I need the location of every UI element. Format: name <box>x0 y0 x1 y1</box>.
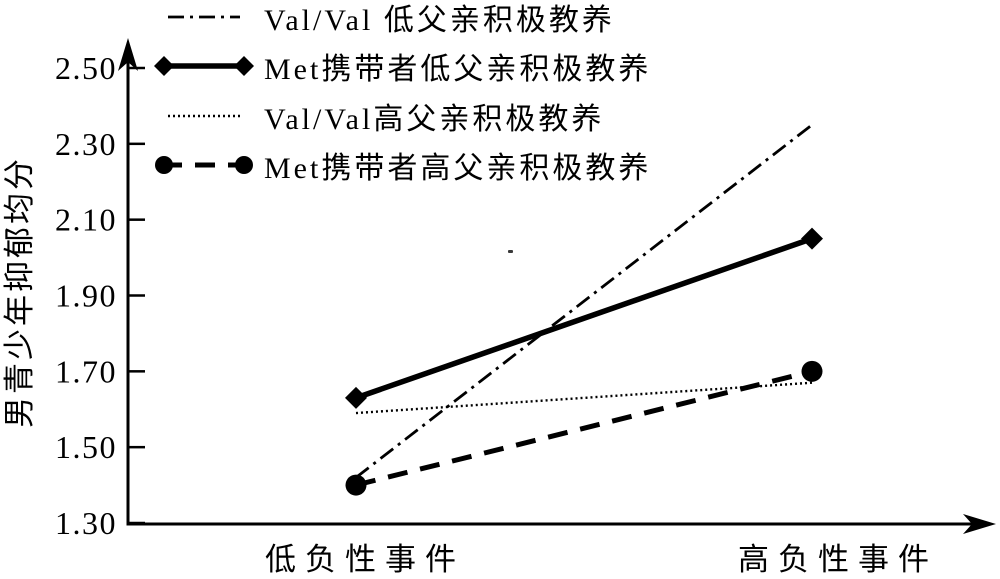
y-tick-label: 1.50 <box>55 429 117 465</box>
legend-sample-dashdot <box>168 15 240 19</box>
series-line-dashdot <box>355 123 813 479</box>
legend-label: Met携带者低父亲积极教养 <box>264 53 652 87</box>
circle-marker <box>345 474 367 496</box>
y-tick-label: 2.50 <box>55 50 117 86</box>
diamond-marker <box>154 56 174 77</box>
y-axis-title: 男青少年抑郁均分 <box>2 156 37 428</box>
legend-sample-solid <box>154 56 254 77</box>
y-tick-label: 1.70 <box>55 353 117 389</box>
diamond-marker <box>234 56 254 77</box>
legend-label: Met携带者高父亲积极教养 <box>264 152 652 186</box>
scan-artifact-speck <box>508 250 513 253</box>
y-tick-label: 1.30 <box>55 505 117 541</box>
y-tick-label: 2.10 <box>55 202 117 238</box>
x-category-label: 低负性事件 <box>265 542 465 577</box>
circle-marker <box>235 156 253 175</box>
legend-label: Val/Val 低父亲积极教养 <box>264 3 615 37</box>
y-axis-arrow <box>118 38 138 71</box>
series-line-dashed <box>355 368 813 488</box>
diamond-marker <box>801 227 823 250</box>
x-category-label: 高负性事件 <box>738 542 938 577</box>
diamond-marker <box>345 386 367 409</box>
legend-sample-dashed <box>155 156 253 175</box>
circle-marker <box>801 360 823 382</box>
series-line-solid <box>355 236 813 401</box>
x-axis-arrow <box>963 514 996 534</box>
y-tick-label: 1.90 <box>55 278 117 314</box>
circle-marker <box>155 156 173 175</box>
y-tick-label: 2.30 <box>55 126 117 162</box>
legend-item: Val/Val高父亲积极教养 <box>152 91 651 141</box>
legend-label: Val/Val高父亲积极教养 <box>264 102 605 136</box>
legend-item: Val/Val 低父亲积极教养 <box>152 0 651 42</box>
legend-item: Met携带者高父亲积极教养 <box>152 141 651 191</box>
legend-sample-dotted <box>168 114 240 117</box>
series-line-dotted <box>355 381 813 415</box>
legend: Val/Val 低父亲积极教养 Met携带者低父亲积极教养 Val/Val高父亲积极… <box>152 0 651 190</box>
legend-item: Met携带者低父亲积极教养 <box>152 42 651 92</box>
